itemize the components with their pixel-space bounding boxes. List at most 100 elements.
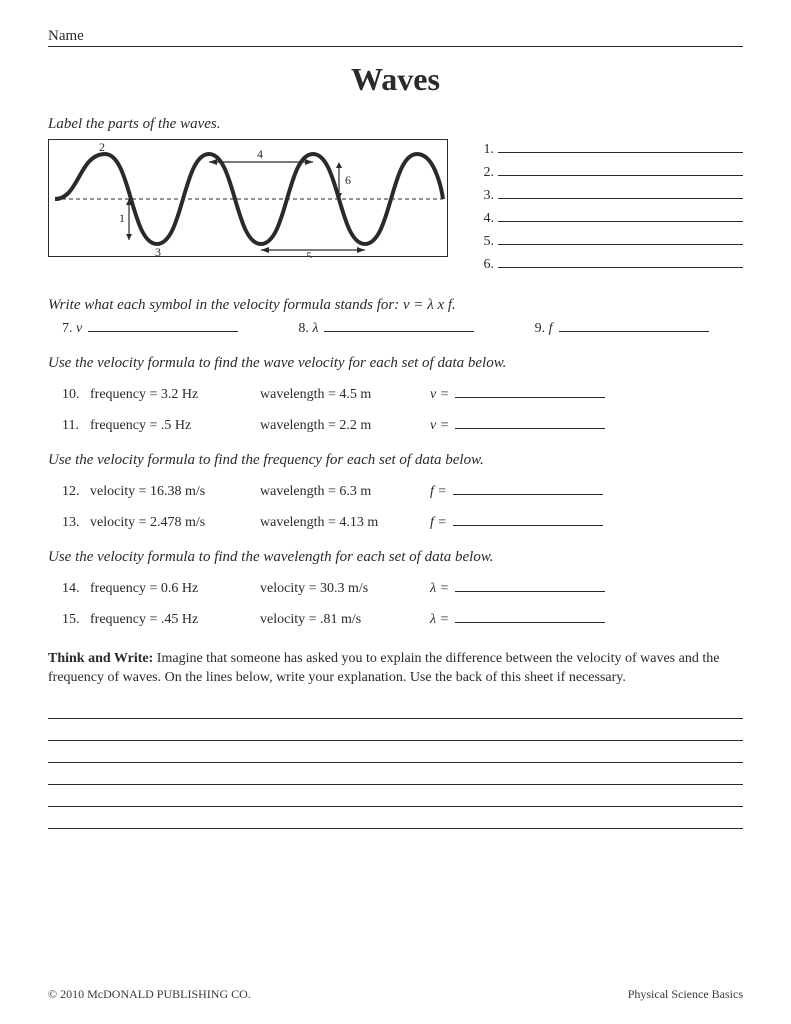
blank-row: 2. — [476, 164, 743, 181]
q-num: 8. — [298, 321, 309, 337]
blank-row: 4. — [476, 210, 743, 227]
q-answer: λ = — [430, 580, 605, 597]
blank-line[interactable] — [498, 210, 743, 222]
answer-line[interactable] — [324, 320, 474, 332]
writing-line[interactable] — [48, 788, 743, 807]
answer-line[interactable] — [455, 417, 605, 429]
answer-line[interactable] — [453, 514, 603, 526]
wave-diagram: 1 2 3 4 5 6 — [48, 139, 448, 257]
symbol-label: f — [549, 321, 553, 337]
q-num: 13. — [62, 515, 90, 531]
label-blanks: 1. 2. 3. 4. 5. 6. — [476, 139, 743, 279]
section4-instruction: Use the velocity formula to find the fre… — [48, 452, 743, 469]
think-and-write: Think and Write: Imagine that someone ha… — [48, 650, 743, 688]
q-given-a: frequency = .5 Hz — [90, 418, 260, 434]
blank-num: 6. — [476, 257, 494, 273]
blank-row: 3. — [476, 187, 743, 204]
q-given-b: velocity = 30.3 m/s — [260, 581, 430, 597]
footer-left: © 2010 McDONALD PUBLISHING CO. — [48, 987, 251, 1002]
question-row: 14. frequency = 0.6 Hz velocity = 30.3 m… — [62, 580, 743, 597]
section1-row: 1 2 3 4 5 6 1. 2. 3. 4. 5. 6. — [48, 139, 743, 279]
q-given-b: wavelength = 4.13 m — [260, 515, 430, 531]
q-answer: f = — [430, 514, 603, 531]
answer-line[interactable] — [455, 580, 605, 592]
blank-line[interactable] — [498, 164, 743, 176]
svg-text:4: 4 — [257, 147, 263, 161]
answer-line[interactable] — [559, 320, 709, 332]
blank-num: 2. — [476, 165, 494, 181]
answer-label: λ = — [430, 612, 449, 628]
blank-line[interactable] — [498, 233, 743, 245]
blank-num: 5. — [476, 234, 494, 250]
q-given-a: frequency = 3.2 Hz — [90, 387, 260, 403]
q-num: 9. — [535, 321, 546, 337]
q-num: 15. — [62, 612, 90, 628]
page-footer: © 2010 McDONALD PUBLISHING CO. Physical … — [48, 987, 743, 1002]
question-row: 15. frequency = .45 Hz velocity = .81 m/… — [62, 611, 743, 628]
blank-row: 6. — [476, 256, 743, 273]
q-answer: v = — [430, 417, 605, 434]
writing-lines[interactable] — [48, 700, 743, 829]
question-row: 10. frequency = 3.2 Hz wavelength = 4.5 … — [62, 386, 743, 403]
writing-line[interactable] — [48, 700, 743, 719]
q-given-a: velocity = 2.478 m/s — [90, 515, 260, 531]
svg-text:2: 2 — [99, 140, 105, 154]
svg-text:6: 6 — [345, 173, 351, 187]
question-row: 11. frequency = .5 Hz wavelength = 2.2 m… — [62, 417, 743, 434]
symbol-item: 9. f — [535, 320, 743, 337]
q-given-b: wavelength = 2.2 m — [260, 418, 430, 434]
svg-text:3: 3 — [155, 245, 161, 258]
q-given-b: wavelength = 6.3 m — [260, 484, 430, 500]
answer-label: f = — [430, 515, 447, 531]
q-answer: v = — [430, 386, 605, 403]
answer-line[interactable] — [453, 483, 603, 495]
answer-label: v = — [430, 387, 449, 403]
q-given-a: velocity = 16.38 m/s — [90, 484, 260, 500]
symbol-label: λ — [312, 321, 318, 337]
q-num: 14. — [62, 581, 90, 597]
answer-line[interactable] — [88, 320, 238, 332]
answer-label: v = — [430, 418, 449, 434]
symbol-item: 7. v — [62, 320, 270, 337]
blank-num: 3. — [476, 188, 494, 204]
section2-instruction: Write what each symbol in the velocity f… — [48, 297, 743, 314]
symbol-item: 8. λ — [298, 320, 506, 337]
blank-line[interactable] — [498, 256, 743, 268]
question-row: 13. velocity = 2.478 m/s wavelength = 4.… — [62, 514, 743, 531]
q-answer: λ = — [430, 611, 605, 628]
q-answer: f = — [430, 483, 603, 500]
writing-line[interactable] — [48, 766, 743, 785]
q-given-a: frequency = .45 Hz — [90, 612, 260, 628]
footer-right: Physical Science Basics — [628, 987, 743, 1002]
svg-text:1: 1 — [119, 211, 125, 225]
blank-line[interactable] — [498, 141, 743, 153]
blank-num: 4. — [476, 211, 494, 227]
answer-label: λ = — [430, 581, 449, 597]
q-num: 11. — [62, 418, 90, 434]
q-given-a: frequency = 0.6 Hz — [90, 581, 260, 597]
section3-instruction: Use the velocity formula to find the wav… — [48, 355, 743, 372]
q-given-b: wavelength = 4.5 m — [260, 387, 430, 403]
q-num: 7. — [62, 321, 73, 337]
page-title: Waves — [48, 61, 743, 98]
blank-num: 1. — [476, 142, 494, 158]
q-given-b: velocity = .81 m/s — [260, 612, 430, 628]
section5-instruction: Use the velocity formula to find the wav… — [48, 549, 743, 566]
think-heading: Think and Write: — [48, 651, 153, 666]
svg-text:5: 5 — [306, 249, 312, 258]
answer-label: f = — [430, 484, 447, 500]
q-num: 12. — [62, 484, 90, 500]
answer-line[interactable] — [455, 386, 605, 398]
writing-line[interactable] — [48, 810, 743, 829]
blank-row: 5. — [476, 233, 743, 250]
symbol-row: 7. v 8. λ 9. f — [62, 320, 743, 337]
blank-row: 1. — [476, 141, 743, 158]
name-field: Name — [48, 28, 743, 47]
question-row: 12. velocity = 16.38 m/s wavelength = 6.… — [62, 483, 743, 500]
answer-line[interactable] — [455, 611, 605, 623]
writing-line[interactable] — [48, 744, 743, 763]
blank-line[interactable] — [498, 187, 743, 199]
writing-line[interactable] — [48, 722, 743, 741]
name-label: Name — [48, 28, 84, 45]
symbol-label: v — [76, 321, 82, 337]
